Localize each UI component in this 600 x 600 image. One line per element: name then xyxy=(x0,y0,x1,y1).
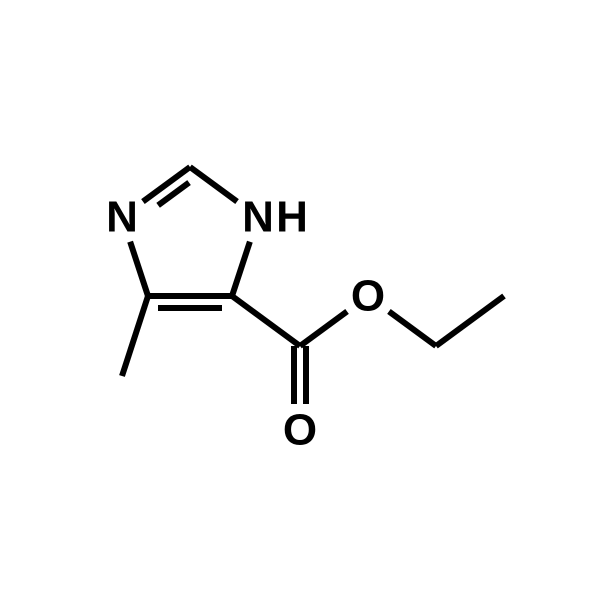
bond xyxy=(300,311,347,346)
bond xyxy=(436,296,504,346)
atom-label: N xyxy=(106,193,138,242)
bond xyxy=(190,167,237,202)
atom-label: O xyxy=(283,406,317,455)
bond xyxy=(389,311,436,346)
atom-label: O xyxy=(351,272,385,321)
atom-O: O xyxy=(283,406,317,455)
molecule-diagram: NNHOO xyxy=(0,0,600,600)
atom-label: NH xyxy=(242,193,308,242)
atom-N: N xyxy=(242,193,274,242)
bond xyxy=(232,296,300,346)
bond xyxy=(122,296,148,376)
atom-N: N xyxy=(106,193,138,242)
bond xyxy=(130,242,148,296)
atom-H: H xyxy=(276,193,308,242)
bond xyxy=(232,242,250,296)
atom-O: O xyxy=(351,272,385,321)
